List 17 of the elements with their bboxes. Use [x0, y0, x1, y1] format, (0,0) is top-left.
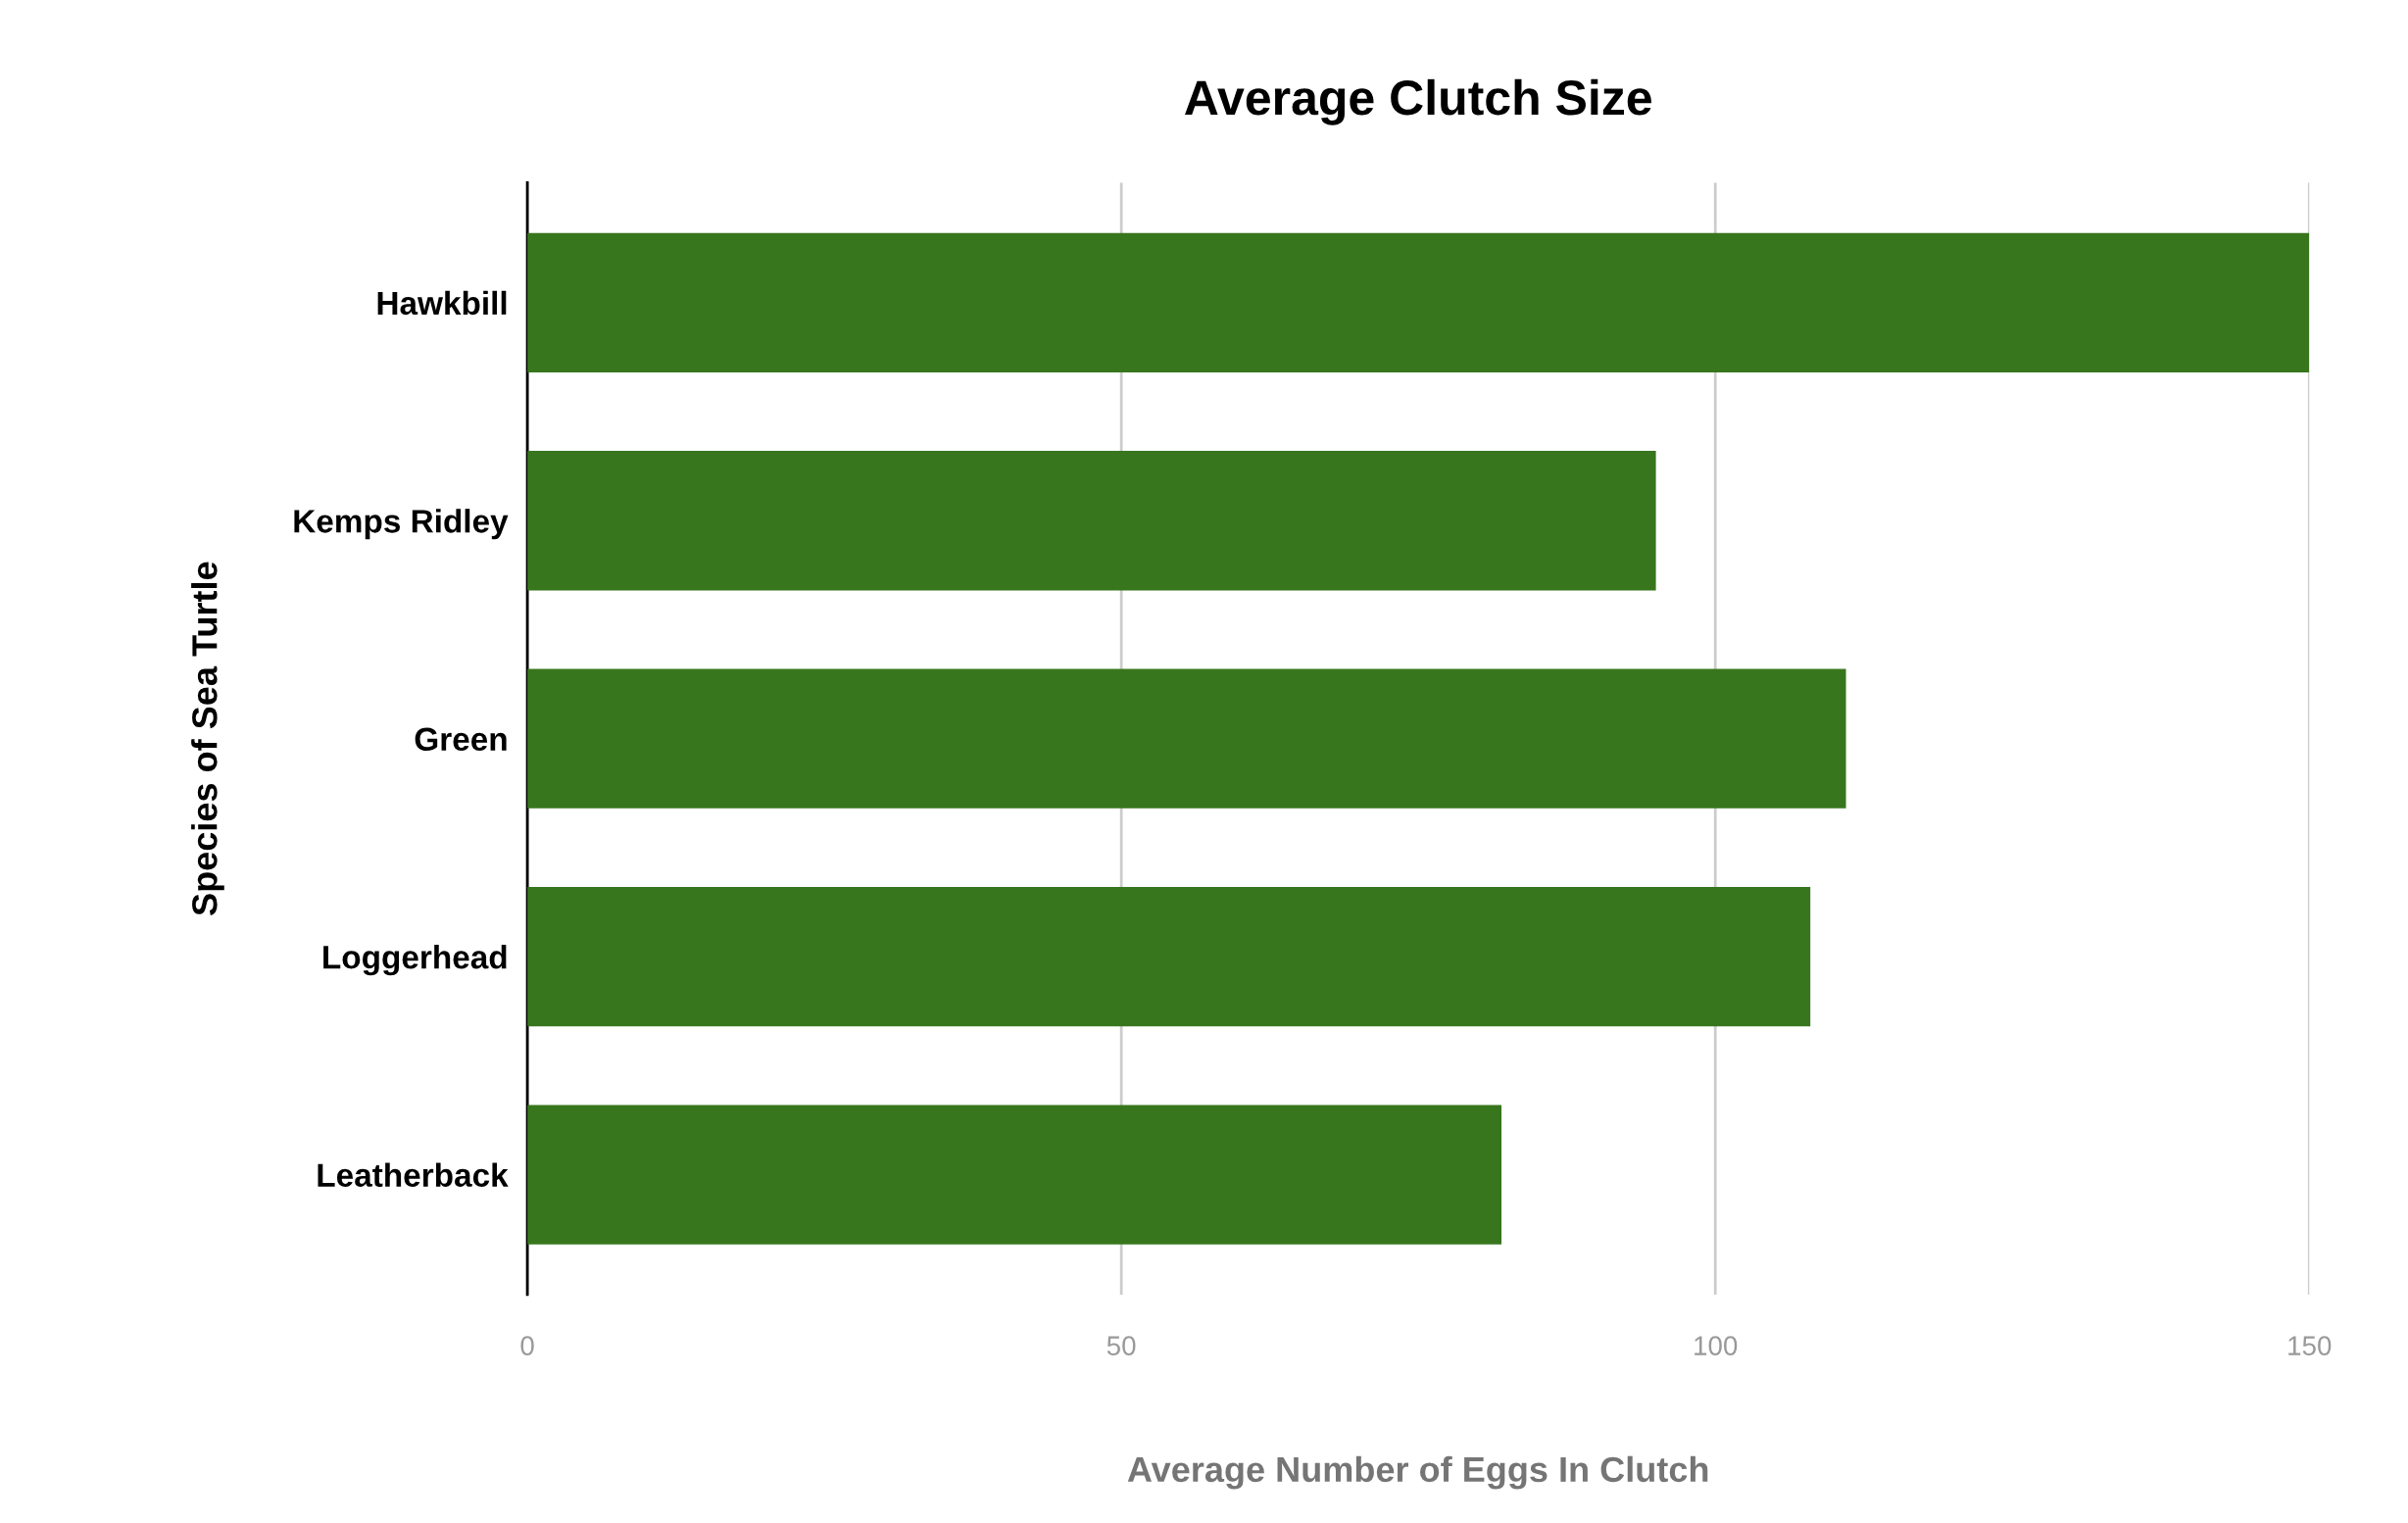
y-tick-label: Loggerhead	[323, 945, 507, 976]
y-tick-label: Leatherback	[318, 1162, 509, 1187]
y-tick-label: Green	[415, 727, 507, 752]
bar	[527, 232, 2310, 372]
x-tick-label: 100	[1695, 1336, 1738, 1355]
x-tick-label: 0	[520, 1336, 534, 1355]
bar	[527, 1105, 1502, 1245]
x-tick-label: 150	[2288, 1336, 2332, 1355]
y-tick-label: Kemps Ridley	[294, 509, 509, 540]
y-axis-title: Species of Sea Turtle	[191, 562, 224, 915]
chart-title: Average Clutch Size	[1185, 78, 1651, 125]
x-axis-title: Average Number of Eggs In Clutch	[1127, 1455, 1708, 1490]
bar	[527, 451, 1656, 591]
y-tick-label: Hawkbill	[377, 290, 507, 316]
bar	[527, 668, 1846, 809]
bar	[527, 886, 1811, 1027]
x-tick-label: 50	[1106, 1336, 1136, 1355]
